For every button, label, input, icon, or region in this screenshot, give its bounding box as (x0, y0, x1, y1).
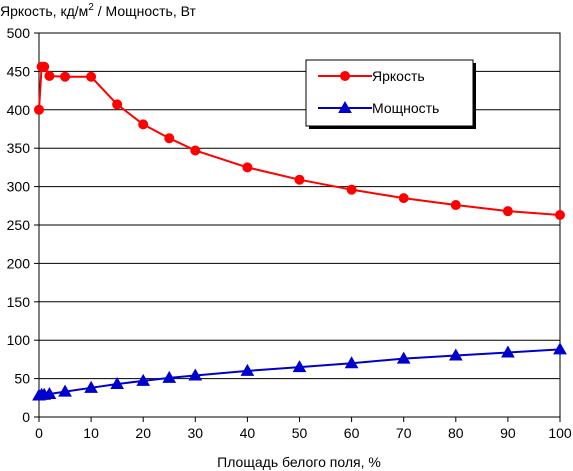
data-point (58, 384, 72, 397)
data-point (60, 71, 71, 82)
x-tick-label: 20 (135, 425, 151, 441)
y-axis-title-superscript: 2 (88, 2, 94, 13)
data-point (34, 104, 44, 115)
y-tick-label: 450 (7, 63, 31, 79)
series-group (32, 61, 567, 401)
legend: Яркость Мощность (305, 59, 476, 129)
x-tick-label: 10 (83, 425, 99, 441)
y-tick-labels: 0 50 100 150 200 250 300 350 400 450 500 (7, 25, 31, 425)
y-tick-label: 350 (7, 140, 31, 156)
legend-item: Яркость (318, 68, 425, 84)
series-line (38, 65, 561, 217)
grid-lines (39, 70, 560, 380)
data-point (501, 345, 515, 358)
axis-ticks (34, 32, 561, 422)
data-point (136, 373, 151, 386)
data-point (112, 99, 123, 110)
y-tick-label: 250 (7, 217, 31, 233)
data-point (190, 145, 201, 156)
legend-label: Яркость (372, 68, 425, 84)
legend-items: Яркость Мощность (318, 68, 439, 116)
legend-marker (340, 71, 350, 81)
data-point (502, 206, 513, 217)
data-point (396, 351, 411, 364)
data-point (86, 71, 97, 82)
x-tick-label: 100 (548, 425, 572, 441)
data-point (188, 368, 203, 381)
series-brightness (34, 61, 565, 221)
legend-box (305, 59, 474, 127)
y-tick-label: 50 (14, 371, 30, 387)
x-axis-title: Площадь белого поля, % (217, 454, 381, 470)
x-tick-label: 30 (188, 425, 204, 441)
x-tick-labels: 0 10 20 30 40 50 60 70 80 90 100 (35, 425, 572, 441)
data-point (164, 133, 175, 144)
x-tick-label: 50 (292, 425, 308, 441)
x-tick-label: 80 (448, 425, 464, 441)
data-point (44, 71, 55, 82)
y-axis-title-main: Яркость, кд/м (0, 3, 88, 19)
y-tick-label: 500 (7, 25, 31, 41)
y-tick-label: 150 (7, 294, 31, 310)
y-tick-label: 0 (22, 409, 30, 425)
data-point (555, 210, 565, 221)
y-tick-label: 100 (7, 332, 31, 348)
x-tick-label: 70 (396, 425, 412, 441)
data-point (84, 380, 98, 393)
y-tick-label: 200 (7, 255, 31, 271)
y-tick-label: 400 (7, 102, 31, 118)
data-point (553, 342, 567, 355)
x-tick-label: 60 (344, 425, 360, 441)
data-point (450, 200, 461, 211)
data-point (42, 386, 57, 399)
data-point (292, 360, 307, 373)
data-point (110, 376, 125, 389)
data-point (398, 193, 409, 204)
data-point (346, 184, 357, 195)
x-tick-label: 0 (35, 425, 43, 441)
x-tick-label: 40 (240, 425, 256, 441)
legend-marker (338, 100, 352, 113)
data-point (242, 162, 253, 173)
y-tick-label: 300 (7, 179, 31, 195)
legend-label: Мощность (372, 100, 439, 116)
data-point (138, 119, 149, 130)
x-tick-label: 90 (500, 425, 516, 441)
data-point (344, 356, 359, 369)
data-point (39, 61, 50, 72)
data-point (448, 348, 463, 361)
series-power (32, 342, 567, 401)
data-point (240, 363, 255, 376)
y-axis-title: Яркость, кд/м2 / Мощность, Вт (0, 2, 196, 19)
data-point (294, 174, 305, 185)
y-axis-title-rest: / Мощность, Вт (94, 3, 197, 19)
legend-item: Мощность (318, 100, 439, 116)
data-point (162, 370, 177, 383)
